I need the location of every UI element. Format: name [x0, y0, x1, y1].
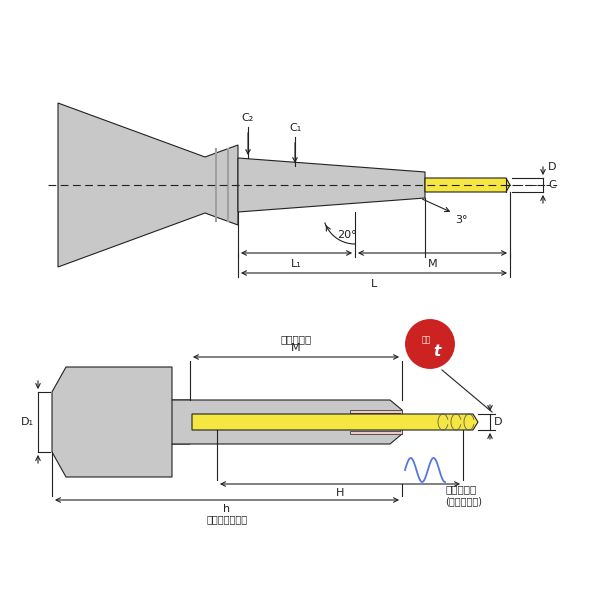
Text: D: D	[548, 162, 557, 172]
Text: h: h	[223, 504, 230, 514]
Text: (最低把持長): (最低把持長)	[445, 496, 482, 506]
Polygon shape	[350, 410, 402, 434]
Polygon shape	[425, 178, 510, 192]
Text: M: M	[291, 343, 301, 353]
Text: 肉厚: 肉厚	[421, 335, 431, 344]
Polygon shape	[238, 158, 425, 212]
Text: 工具最大挿入長: 工具最大挿入長	[206, 514, 248, 524]
Text: 3°: 3°	[455, 215, 467, 225]
Text: L₁: L₁	[291, 259, 302, 269]
Text: C₂: C₂	[242, 113, 254, 123]
Text: C₁: C₁	[289, 123, 301, 133]
Circle shape	[404, 318, 456, 370]
Text: L: L	[371, 279, 377, 289]
Polygon shape	[172, 400, 402, 444]
Text: H: H	[336, 488, 344, 498]
Text: D: D	[494, 417, 503, 427]
Text: t: t	[433, 343, 440, 358]
Polygon shape	[52, 367, 190, 477]
Text: 加工有効長: 加工有効長	[280, 334, 311, 344]
Polygon shape	[192, 414, 478, 430]
Text: D₁: D₁	[21, 417, 34, 427]
Text: M: M	[428, 259, 437, 269]
Text: 20°: 20°	[337, 230, 356, 240]
Polygon shape	[58, 103, 238, 267]
Text: つかみ長さ: つかみ長さ	[445, 484, 476, 494]
Text: C: C	[548, 180, 556, 190]
